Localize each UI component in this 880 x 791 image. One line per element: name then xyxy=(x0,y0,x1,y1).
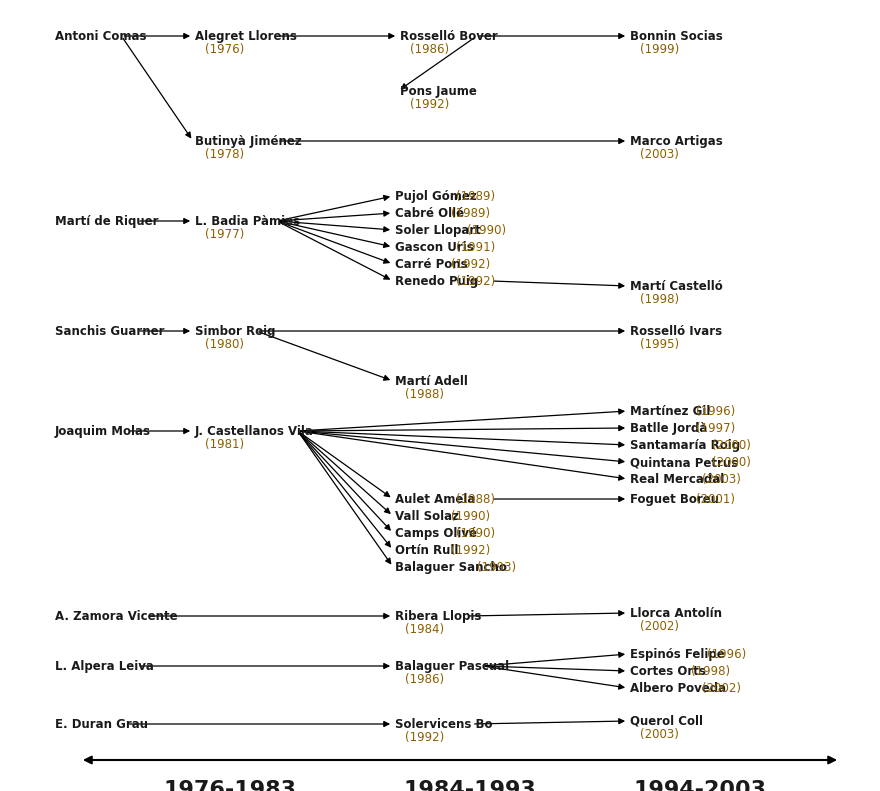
Text: (1988): (1988) xyxy=(405,388,444,401)
Text: Martí Adell: Martí Adell xyxy=(395,375,468,388)
Text: Butinyà Jiménez: Butinyà Jiménez xyxy=(195,135,302,148)
Text: Martí Castelló: Martí Castelló xyxy=(630,280,722,293)
Text: (1984): (1984) xyxy=(405,623,444,636)
Text: Vall Solaz: Vall Solaz xyxy=(395,510,459,523)
Text: (1988): (1988) xyxy=(456,493,495,506)
Text: Aulet Amela: Aulet Amela xyxy=(395,493,475,506)
Text: (1990): (1990) xyxy=(456,527,495,540)
Text: (1992): (1992) xyxy=(410,98,450,111)
Text: Balaguer Sancho: Balaguer Sancho xyxy=(395,561,507,574)
Text: Joaquim Molas: Joaquim Molas xyxy=(55,425,151,438)
Text: (2002): (2002) xyxy=(640,620,679,633)
Text: (1990): (1990) xyxy=(451,510,490,523)
Text: Rosselló Ivars: Rosselló Ivars xyxy=(630,325,722,338)
Text: L. Alpera Leiva: L. Alpera Leiva xyxy=(55,660,154,673)
Text: (2001): (2001) xyxy=(696,493,736,506)
Text: (1989): (1989) xyxy=(456,190,495,203)
Text: (2003): (2003) xyxy=(640,728,678,741)
Text: 1976-1983: 1976-1983 xyxy=(164,780,297,791)
Text: Solervicens Bo: Solervicens Bo xyxy=(395,718,493,731)
Text: Rosselló Bover: Rosselló Bover xyxy=(400,30,498,43)
Text: J. Castellanos Vila: J. Castellanos Vila xyxy=(195,425,314,438)
Text: Simbor Roig: Simbor Roig xyxy=(195,325,275,338)
Text: Cortes Orts: Cortes Orts xyxy=(630,665,706,678)
Text: (1992): (1992) xyxy=(451,258,490,271)
Text: (1978): (1978) xyxy=(205,148,244,161)
Text: Llorca Antolín: Llorca Antolín xyxy=(630,607,722,620)
Text: Foguet Boreu: Foguet Boreu xyxy=(630,493,719,506)
Text: (1977): (1977) xyxy=(205,228,245,241)
Text: Querol Coll: Querol Coll xyxy=(630,715,703,728)
Text: Pujol Gómez: Pujol Gómez xyxy=(395,190,477,203)
Text: (1992): (1992) xyxy=(456,275,495,288)
Text: Camps Olivé: Camps Olivé xyxy=(395,527,477,540)
Text: E. Duran Grau: E. Duran Grau xyxy=(55,718,148,731)
Text: (1995): (1995) xyxy=(640,338,679,351)
Text: Pons Jaume: Pons Jaume xyxy=(400,85,477,98)
Text: Antoni Comas: Antoni Comas xyxy=(55,30,146,43)
Text: L. Badia Pàmies: L. Badia Pàmies xyxy=(195,215,300,228)
Text: Marco Artigas: Marco Artigas xyxy=(630,135,722,148)
Text: (1996): (1996) xyxy=(696,405,736,418)
Text: (1999): (1999) xyxy=(640,43,679,56)
Text: (1989): (1989) xyxy=(451,207,490,220)
Text: (1976): (1976) xyxy=(205,43,245,56)
Text: 1984-1993: 1984-1993 xyxy=(404,780,537,791)
Text: Batlle Jordà: Batlle Jordà xyxy=(630,422,708,435)
Text: Carré Pons: Carré Pons xyxy=(395,258,467,271)
Text: (1992): (1992) xyxy=(451,544,490,557)
Text: Soler Llopart: Soler Llopart xyxy=(395,224,480,237)
Text: Santamaría Roig: Santamaría Roig xyxy=(630,439,740,452)
Text: A. Zamora Vicente: A. Zamora Vicente xyxy=(55,610,178,623)
Text: (1998): (1998) xyxy=(691,665,730,678)
Text: Balaguer Pascual: Balaguer Pascual xyxy=(395,660,510,673)
Text: Martí de Riquer: Martí de Riquer xyxy=(55,215,158,228)
Text: 1994-2003: 1994-2003 xyxy=(634,780,766,791)
Text: Quintana Petrus: Quintana Petrus xyxy=(630,456,738,469)
Text: Gascon Uris: Gascon Uris xyxy=(395,241,473,254)
Text: (2003): (2003) xyxy=(640,148,678,161)
Text: Cabré Ollé: Cabré Ollé xyxy=(395,207,464,220)
Text: Ribera Llopis: Ribera Llopis xyxy=(395,610,481,623)
Text: Bonnin Socias: Bonnin Socias xyxy=(630,30,722,43)
Text: Espinós Felipe: Espinós Felipe xyxy=(630,648,725,661)
Text: (1981): (1981) xyxy=(205,438,244,451)
Text: Ortín Rull: Ortín Rull xyxy=(395,544,458,557)
Text: Albero Poveda: Albero Poveda xyxy=(630,682,726,695)
Text: Martínez Gil: Martínez Gil xyxy=(630,405,710,418)
Text: (1990): (1990) xyxy=(466,224,506,237)
Text: (1991): (1991) xyxy=(456,241,495,254)
Text: Renedo Puig: Renedo Puig xyxy=(395,275,478,288)
Text: Sanchis Guarner: Sanchis Guarner xyxy=(55,325,165,338)
Text: (2003): (2003) xyxy=(701,473,740,486)
Text: (1993): (1993) xyxy=(477,561,517,574)
Text: (1986): (1986) xyxy=(405,673,444,686)
Text: (1986): (1986) xyxy=(410,43,449,56)
Text: Real Mercadal: Real Mercadal xyxy=(630,473,724,486)
Text: (1992): (1992) xyxy=(405,731,444,744)
Text: (1998): (1998) xyxy=(640,293,679,306)
Text: (1997): (1997) xyxy=(696,422,736,435)
Text: (2002): (2002) xyxy=(701,682,741,695)
Text: (1980): (1980) xyxy=(205,338,244,351)
Text: (2000): (2000) xyxy=(712,439,751,452)
Text: (1996): (1996) xyxy=(707,648,746,661)
Text: Alegret Llorens: Alegret Llorens xyxy=(195,30,297,43)
Text: (2000): (2000) xyxy=(712,456,751,469)
